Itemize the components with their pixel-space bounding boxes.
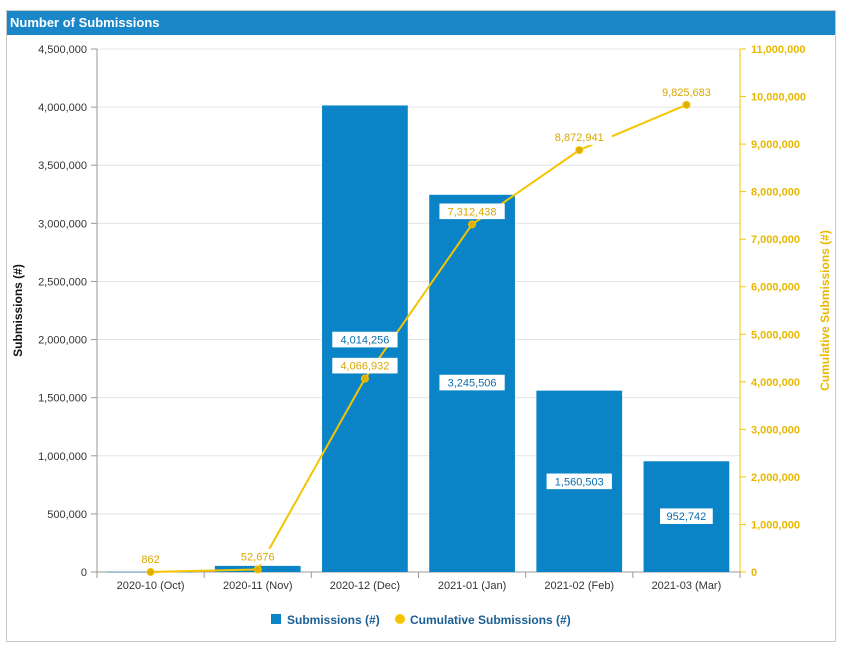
x-axis-tick-label: 2021-01 (Jan)	[438, 580, 507, 592]
line-data-label-box	[439, 203, 505, 220]
left-axis-tick-label: 1,500,000	[38, 393, 87, 405]
right-axis-tick-label: 4,000,000	[751, 377, 800, 389]
x-axis-tick-label: 2020-12 (Dec)	[330, 580, 400, 592]
right-axis-tick-label: 9,000,000	[751, 139, 800, 151]
line-data-label-box	[332, 357, 398, 374]
right-axis-tick-label: 11,000,000	[751, 44, 805, 56]
line-point	[682, 100, 691, 109]
line-data-label: 4,066,932	[340, 361, 389, 373]
legend-label-cumulative: Cumulative Submissions (#)	[410, 613, 571, 627]
line-data-label: 8,872,941	[555, 132, 604, 144]
legend-label-submissions: Submissions (#)	[287, 613, 380, 627]
line-data-label: 52,676	[241, 551, 275, 563]
right-axis-title: Cumulative Submissions (#)	[818, 230, 832, 391]
x-axis-tick-label: 2021-03 (Mar)	[652, 580, 722, 592]
left-axis-tick-label: 0	[81, 567, 87, 579]
bar-data-label-box	[660, 508, 713, 525]
x-axis-tick-label: 2020-11 (Nov)	[223, 580, 293, 592]
left-axis-title: Submissions (#)	[11, 264, 25, 357]
right-axis-tick-label: 5,000,000	[751, 329, 800, 341]
line-point	[575, 146, 584, 155]
x-axis-tick-label: 2021-02 (Feb)	[544, 580, 614, 592]
right-axis-tick-label: 2,000,000	[751, 472, 800, 484]
bar-data-label-box	[332, 331, 398, 348]
left-axis-tick-label: 500,000	[47, 509, 87, 521]
line-point	[468, 220, 477, 229]
line-point	[253, 565, 262, 574]
legend-swatch-cumulative	[395, 614, 405, 624]
left-axis-tick-label: 4,500,000	[38, 44, 87, 56]
left-axis-tick-label: 4,000,000	[38, 102, 87, 114]
line-data-label: 7,312,438	[448, 206, 497, 218]
bar-data-label: 1,560,503	[555, 476, 604, 488]
right-axis-tick-label: 1,000,000	[751, 519, 800, 531]
line-data-label-box	[136, 551, 165, 567]
bar-data-label: 4,014,256	[340, 335, 389, 347]
line-data-label: 862	[141, 554, 159, 566]
left-axis-tick-label: 3,000,000	[38, 218, 87, 230]
line-data-label: 9,825,683	[662, 87, 711, 99]
right-axis-tick-label: 0	[751, 567, 757, 579]
bar-data-label: 952,742	[667, 511, 707, 523]
legend-swatch-submissions	[271, 614, 281, 624]
bar-data-label: 3,245,506	[448, 378, 497, 390]
chart-panel: Number of Submissions	[6, 10, 836, 642]
right-axis-tick-label: 10,000,000	[751, 92, 806, 104]
right-axis-tick-label: 8,000,000	[751, 187, 800, 199]
left-axis-tick-label: 1,000,000	[38, 451, 87, 463]
line-data-label-box	[653, 84, 720, 100]
right-axis-tick-label: 7,000,000	[751, 234, 800, 246]
right-axis-tick-label: 3,000,000	[751, 424, 800, 436]
left-axis-tick-label: 2,500,000	[38, 276, 87, 288]
line-point	[146, 567, 155, 576]
x-axis-tick-label: 2020-10 (Oct)	[117, 580, 185, 592]
line-data-label-box	[546, 129, 612, 145]
left-axis-tick-label: 2,000,000	[38, 335, 87, 347]
line-point	[360, 374, 369, 383]
bar-data-label-box	[439, 374, 505, 391]
bar-data-label-box	[546, 473, 612, 490]
line-data-label-box	[234, 548, 281, 565]
panel-title: Number of Submissions	[7, 11, 835, 35]
left-axis-tick-label: 3,500,000	[38, 160, 87, 172]
right-axis-tick-label: 6,000,000	[751, 282, 800, 294]
